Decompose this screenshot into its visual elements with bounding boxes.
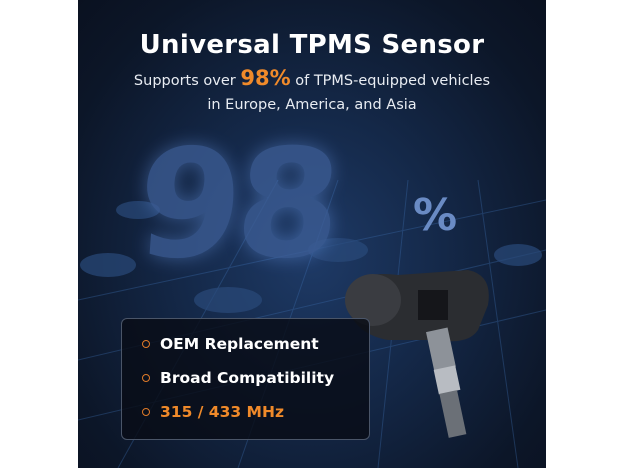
- big-number: 98: [131, 118, 341, 292]
- feature-item: 315 / 433 MHz: [142, 403, 284, 421]
- big-percent: %: [413, 190, 458, 241]
- feature-list: OEM Replacement Broad Compatibility 315 …: [121, 318, 370, 440]
- feature-label: 315 / 433 MHz: [160, 403, 284, 421]
- feature-item: OEM Replacement: [142, 335, 319, 353]
- tpms-sensor-image: [345, 270, 489, 438]
- background-road-grid: [78, 179, 546, 468]
- feature-label: OEM Replacement: [160, 335, 319, 353]
- feature-item: Broad Compatibility: [142, 369, 334, 387]
- subtitle-suffix: of TPMS-equipped vehicles: [290, 73, 491, 89]
- bullet-icon: [142, 340, 150, 348]
- bullet-icon: [142, 374, 150, 382]
- subtitle: Supports over 98% of TPMS-equipped vehic…: [78, 66, 546, 117]
- headline: Universal TPMS Sensor: [139, 30, 485, 60]
- subtitle-line2: in Europe, America, and Asia: [207, 97, 417, 113]
- product-banner: Universal TPMS Sensor Supports over 98% …: [78, 0, 546, 468]
- subtitle-highlight: 98%: [240, 66, 291, 90]
- feature-label: Broad Compatibility: [160, 369, 335, 387]
- bullet-icon: [142, 408, 150, 416]
- subtitle-prefix: Supports over: [133, 73, 241, 89]
